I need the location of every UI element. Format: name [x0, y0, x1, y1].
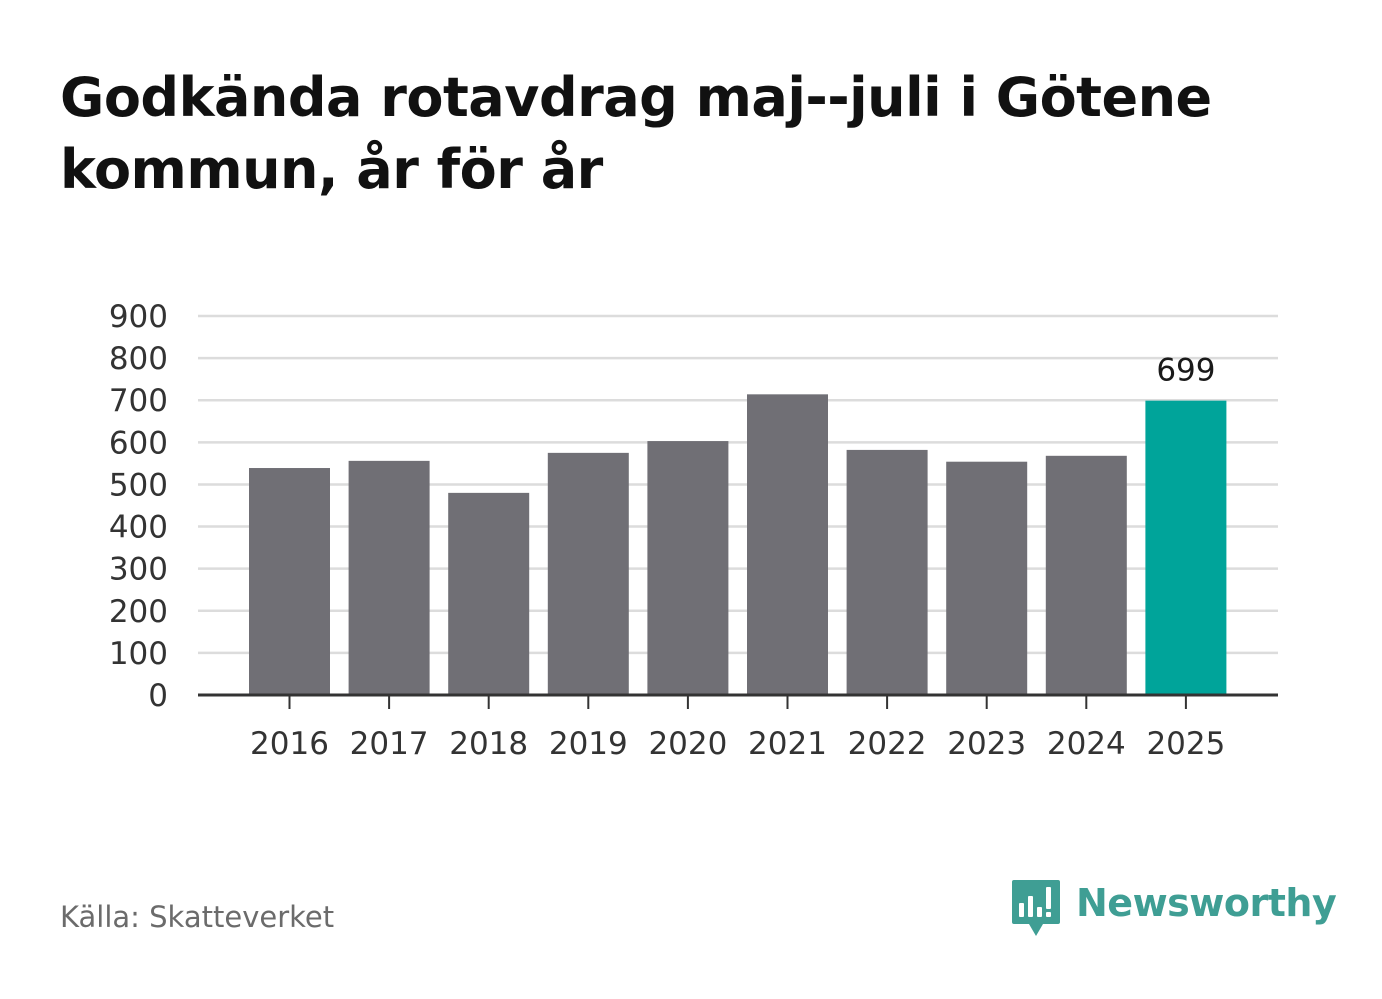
x-tick-label: 2017	[350, 726, 429, 762]
x-axis-ticks: 2016 2017 2018 2019 2020 2021 2022 2023 2024 2025	[250, 726, 1225, 762]
y-tick-label: 300	[109, 552, 168, 588]
y-tick-label: 700	[109, 383, 168, 419]
x-tick-label: 2025	[1146, 726, 1225, 762]
bar	[946, 461, 1028, 695]
x-tick-label: 2023	[947, 726, 1026, 762]
y-tick-label: 500	[109, 467, 168, 503]
y-tick-label: 400	[109, 510, 168, 546]
bar	[249, 468, 330, 695]
bar	[448, 492, 530, 695]
brand-name: Newsworthy	[1076, 881, 1337, 925]
bar-chart-speech-bubble-icon	[1012, 880, 1060, 936]
x-tick-label: 2021	[748, 726, 827, 762]
x-tick-label: 2016	[250, 726, 329, 762]
x-tick-label: 2022	[848, 726, 927, 762]
bar	[348, 460, 430, 695]
x-tick-label: 2024	[1047, 726, 1126, 762]
bar	[1045, 455, 1127, 695]
brand: Newsworthy	[1010, 878, 1337, 940]
y-tick-label: 0	[148, 678, 168, 714]
data-label: 699	[1156, 353, 1215, 389]
x-tick-label: 2018	[449, 726, 528, 762]
bar	[647, 441, 729, 695]
bar	[846, 449, 928, 695]
x-tick-label: 2020	[648, 726, 727, 762]
bars	[249, 394, 1227, 695]
y-tick-label: 600	[109, 425, 168, 461]
y-tick-label: 100	[109, 636, 168, 672]
x-axis	[198, 693, 1278, 709]
x-tick-label: 2019	[549, 726, 628, 762]
y-axis-ticks: 0 100 200 300 400 500 600 700 800 900	[109, 299, 168, 714]
y-tick-label: 900	[109, 299, 168, 335]
y-tick-label: 200	[109, 594, 168, 630]
bar	[747, 394, 828, 695]
bar-highlighted	[1145, 400, 1227, 695]
chart-title: Godkända rotavdrag maj--juli i Götene ko…	[60, 66, 1212, 201]
bar	[547, 452, 629, 695]
source-note: Källa: Skatteverket	[60, 900, 335, 934]
data-labels: 699	[1156, 353, 1215, 389]
y-tick-label: 800	[109, 341, 168, 377]
